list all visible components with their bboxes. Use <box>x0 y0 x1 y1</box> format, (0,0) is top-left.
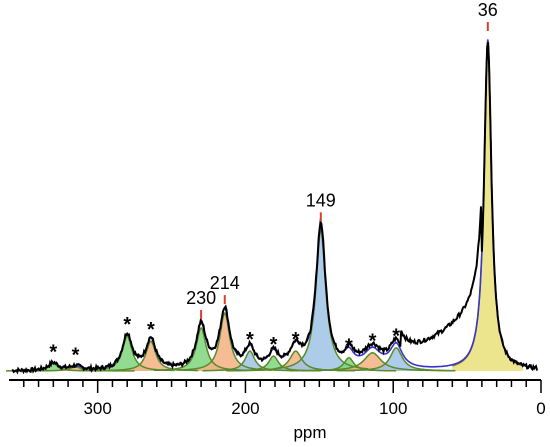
component-fill-4 <box>153 328 249 371</box>
sideband-asterisk: * <box>72 345 80 367</box>
sum-fit-curve <box>31 39 534 371</box>
component-fill-1 <box>16 367 135 371</box>
component-fill-11 <box>289 352 456 371</box>
component-fill-7 <box>226 356 321 371</box>
sideband-asterisk: * <box>369 330 377 352</box>
component-outline-12 <box>337 346 456 372</box>
peak-label: 149 <box>306 190 336 210</box>
peak-label: 214 <box>210 273 240 293</box>
component-outline-9 <box>273 227 369 370</box>
sideband-asterisk: * <box>392 326 400 348</box>
component-fill-0 <box>6 363 101 371</box>
x-tick-label: 200 <box>231 399 259 418</box>
component-outline-6 <box>202 350 298 372</box>
component-fill-6 <box>202 351 298 371</box>
component-fill-13 <box>452 40 524 371</box>
x-axis-title: ppm <box>293 423 326 442</box>
sideband-asterisk: * <box>345 335 353 357</box>
x-axis-tick-labels: 300 200 100 0 <box>83 399 545 418</box>
sideband-asterisk: * <box>270 334 278 356</box>
x-tick-label: 100 <box>379 399 407 418</box>
sideband-asterisk: * <box>49 341 57 363</box>
sideband-asterisk: * <box>246 329 254 351</box>
peak-label: 230 <box>186 288 216 308</box>
component-fill-2 <box>79 336 175 371</box>
x-tick-label: 0 <box>536 399 545 418</box>
experimental-spectrum-line <box>11 41 539 375</box>
component-fill-12 <box>337 347 456 371</box>
component-fill-3 <box>103 341 199 371</box>
component-fills <box>6 40 524 371</box>
sideband-asterisk: * <box>292 329 300 351</box>
sideband-asterisk: * <box>123 314 131 336</box>
component-fill-8 <box>236 351 355 371</box>
component-fill-9 <box>273 230 369 371</box>
component-fill-5 <box>177 313 272 371</box>
sideband-markers: * * * * * * * * * * <box>49 314 400 367</box>
sideband-asterisk: * <box>147 319 155 341</box>
x-tick-label: 300 <box>83 399 111 418</box>
peak-label: 36 <box>478 0 498 20</box>
x-axis-ticks <box>23 380 542 393</box>
component-outlines <box>6 39 524 372</box>
